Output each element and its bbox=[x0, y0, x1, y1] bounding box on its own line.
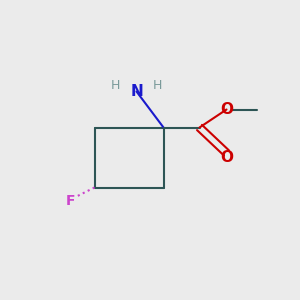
Text: O: O bbox=[220, 150, 233, 165]
Text: H: H bbox=[153, 79, 162, 92]
Text: N: N bbox=[130, 84, 143, 99]
Text: F: F bbox=[66, 194, 75, 208]
Text: H: H bbox=[111, 79, 120, 92]
Text: O: O bbox=[220, 102, 233, 117]
